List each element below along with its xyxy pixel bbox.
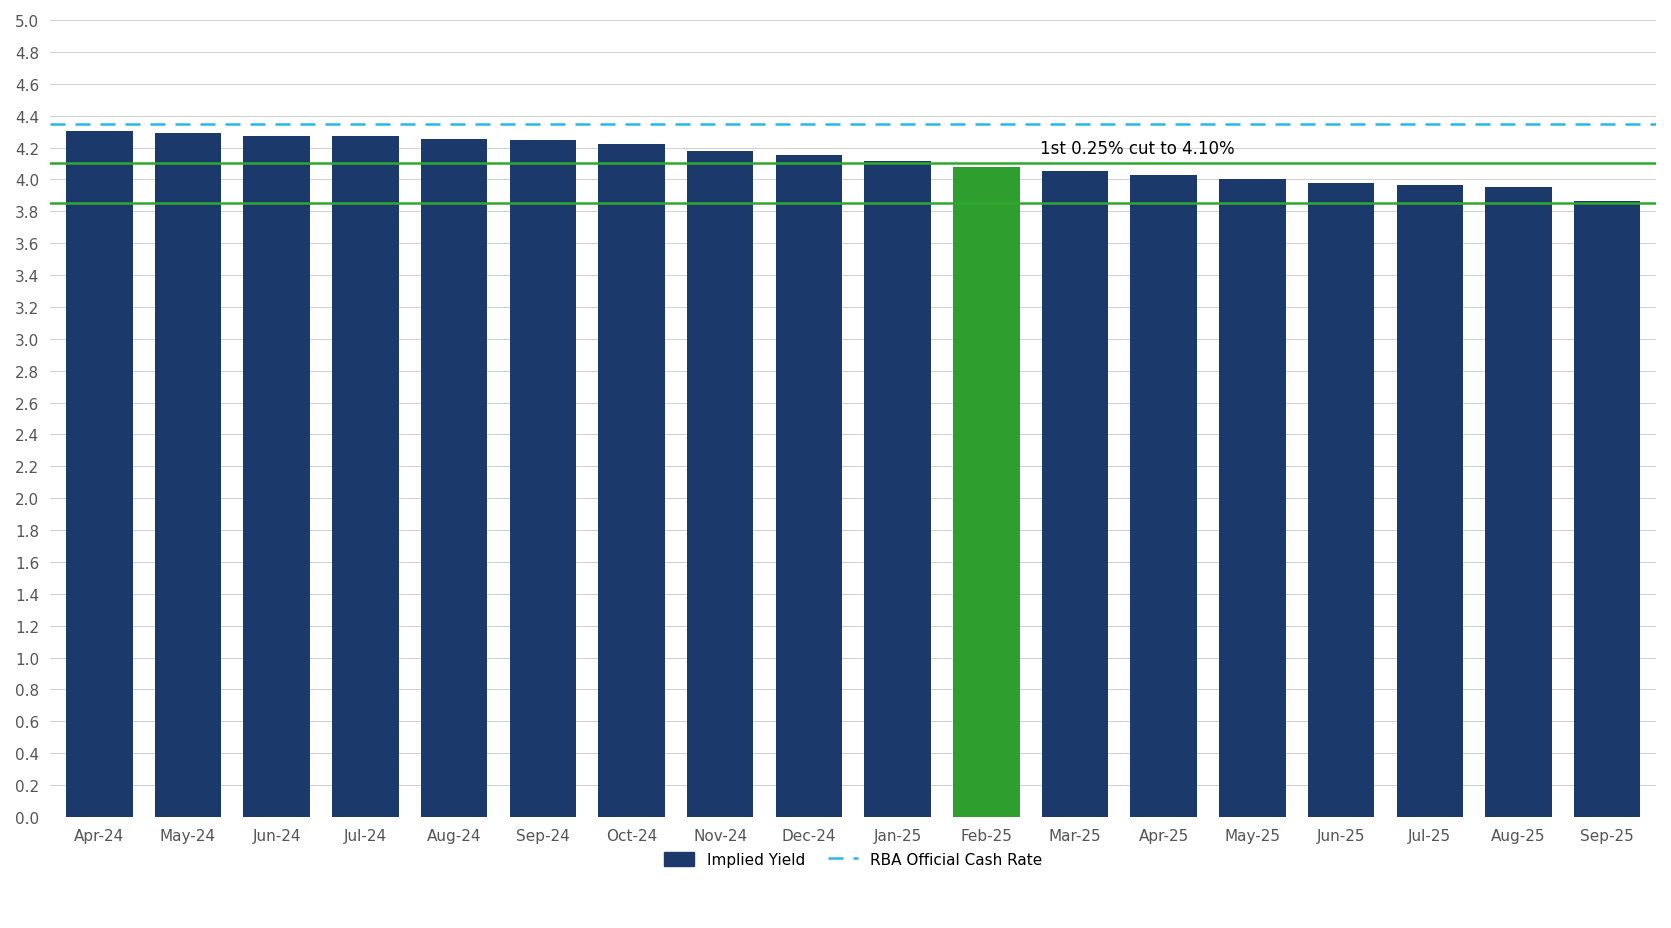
Bar <box>1574 201 1641 817</box>
Bar <box>333 136 399 817</box>
Bar <box>67 132 132 817</box>
Bar <box>864 161 931 817</box>
Bar <box>775 156 842 817</box>
Bar <box>510 140 576 817</box>
Bar <box>1131 176 1196 817</box>
Bar <box>1486 187 1552 817</box>
Bar <box>1041 172 1108 817</box>
Bar <box>155 134 221 817</box>
Bar <box>598 145 665 817</box>
Bar <box>687 152 754 817</box>
Text: 1st 0.25% cut to 4.10%: 1st 0.25% cut to 4.10% <box>1039 140 1235 158</box>
Bar <box>244 136 309 817</box>
Bar <box>1397 186 1464 817</box>
Bar <box>1308 184 1374 817</box>
Bar <box>1220 180 1285 817</box>
Bar <box>421 139 488 817</box>
Bar <box>952 168 1019 817</box>
Legend: Implied Yield, RBA Official Cash Rate: Implied Yield, RBA Official Cash Rate <box>658 846 1049 873</box>
